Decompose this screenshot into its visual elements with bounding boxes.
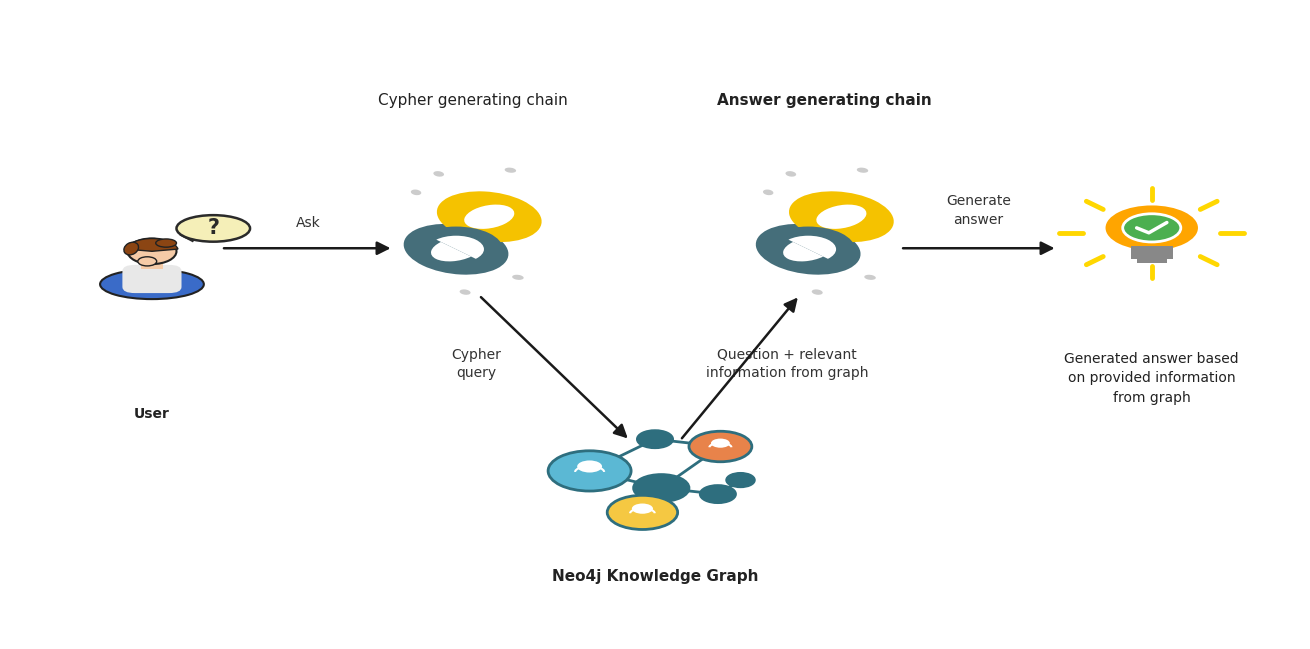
Circle shape bbox=[638, 431, 672, 448]
Text: Cypher
query: Cypher query bbox=[452, 348, 502, 380]
Text: User: User bbox=[134, 407, 170, 421]
Circle shape bbox=[727, 473, 755, 487]
Circle shape bbox=[631, 504, 652, 514]
Circle shape bbox=[634, 474, 689, 502]
Circle shape bbox=[1123, 214, 1180, 242]
Ellipse shape bbox=[177, 215, 250, 241]
Circle shape bbox=[138, 257, 157, 266]
Ellipse shape bbox=[857, 167, 869, 173]
FancyBboxPatch shape bbox=[122, 265, 182, 293]
Text: Generate
answer: Generate answer bbox=[946, 195, 1010, 227]
Text: Answer generating chain: Answer generating chain bbox=[718, 93, 933, 108]
Ellipse shape bbox=[434, 171, 444, 177]
Ellipse shape bbox=[156, 239, 177, 247]
Ellipse shape bbox=[411, 190, 422, 195]
Ellipse shape bbox=[812, 289, 823, 295]
Text: Neo4j Knowledge Graph: Neo4j Knowledge Graph bbox=[552, 569, 758, 584]
Ellipse shape bbox=[460, 289, 470, 295]
FancyBboxPatch shape bbox=[1137, 258, 1166, 263]
Text: Cypher generating chain: Cypher generating chain bbox=[377, 93, 567, 108]
Wedge shape bbox=[423, 227, 503, 265]
Wedge shape bbox=[789, 236, 836, 259]
Text: Ask: Ask bbox=[296, 216, 320, 230]
FancyBboxPatch shape bbox=[1131, 246, 1172, 258]
FancyBboxPatch shape bbox=[140, 260, 164, 269]
Ellipse shape bbox=[816, 204, 866, 229]
Text: ?: ? bbox=[207, 219, 219, 238]
Ellipse shape bbox=[127, 238, 177, 264]
Ellipse shape bbox=[783, 237, 833, 262]
Wedge shape bbox=[436, 236, 483, 259]
Text: Question + relevant
information from graph: Question + relevant information from gra… bbox=[706, 348, 869, 380]
Ellipse shape bbox=[504, 167, 516, 173]
Ellipse shape bbox=[124, 242, 139, 255]
Wedge shape bbox=[776, 227, 855, 265]
Circle shape bbox=[548, 451, 631, 491]
Wedge shape bbox=[126, 238, 178, 251]
Ellipse shape bbox=[436, 191, 541, 242]
Ellipse shape bbox=[762, 190, 773, 195]
Circle shape bbox=[608, 495, 677, 530]
Ellipse shape bbox=[879, 223, 891, 228]
Circle shape bbox=[701, 485, 735, 502]
Ellipse shape bbox=[756, 224, 861, 275]
Circle shape bbox=[578, 460, 603, 472]
Ellipse shape bbox=[789, 191, 893, 242]
Ellipse shape bbox=[464, 204, 515, 229]
Ellipse shape bbox=[865, 275, 876, 280]
Ellipse shape bbox=[100, 269, 204, 299]
Ellipse shape bbox=[512, 275, 524, 280]
Circle shape bbox=[689, 431, 752, 462]
Ellipse shape bbox=[431, 237, 481, 262]
Text: Generated answer based
on provided information
from graph: Generated answer based on provided infor… bbox=[1065, 352, 1239, 405]
Ellipse shape bbox=[1106, 206, 1197, 251]
Ellipse shape bbox=[527, 223, 538, 228]
Circle shape bbox=[711, 439, 730, 448]
Ellipse shape bbox=[786, 171, 796, 177]
Polygon shape bbox=[181, 232, 199, 241]
Ellipse shape bbox=[403, 224, 508, 275]
